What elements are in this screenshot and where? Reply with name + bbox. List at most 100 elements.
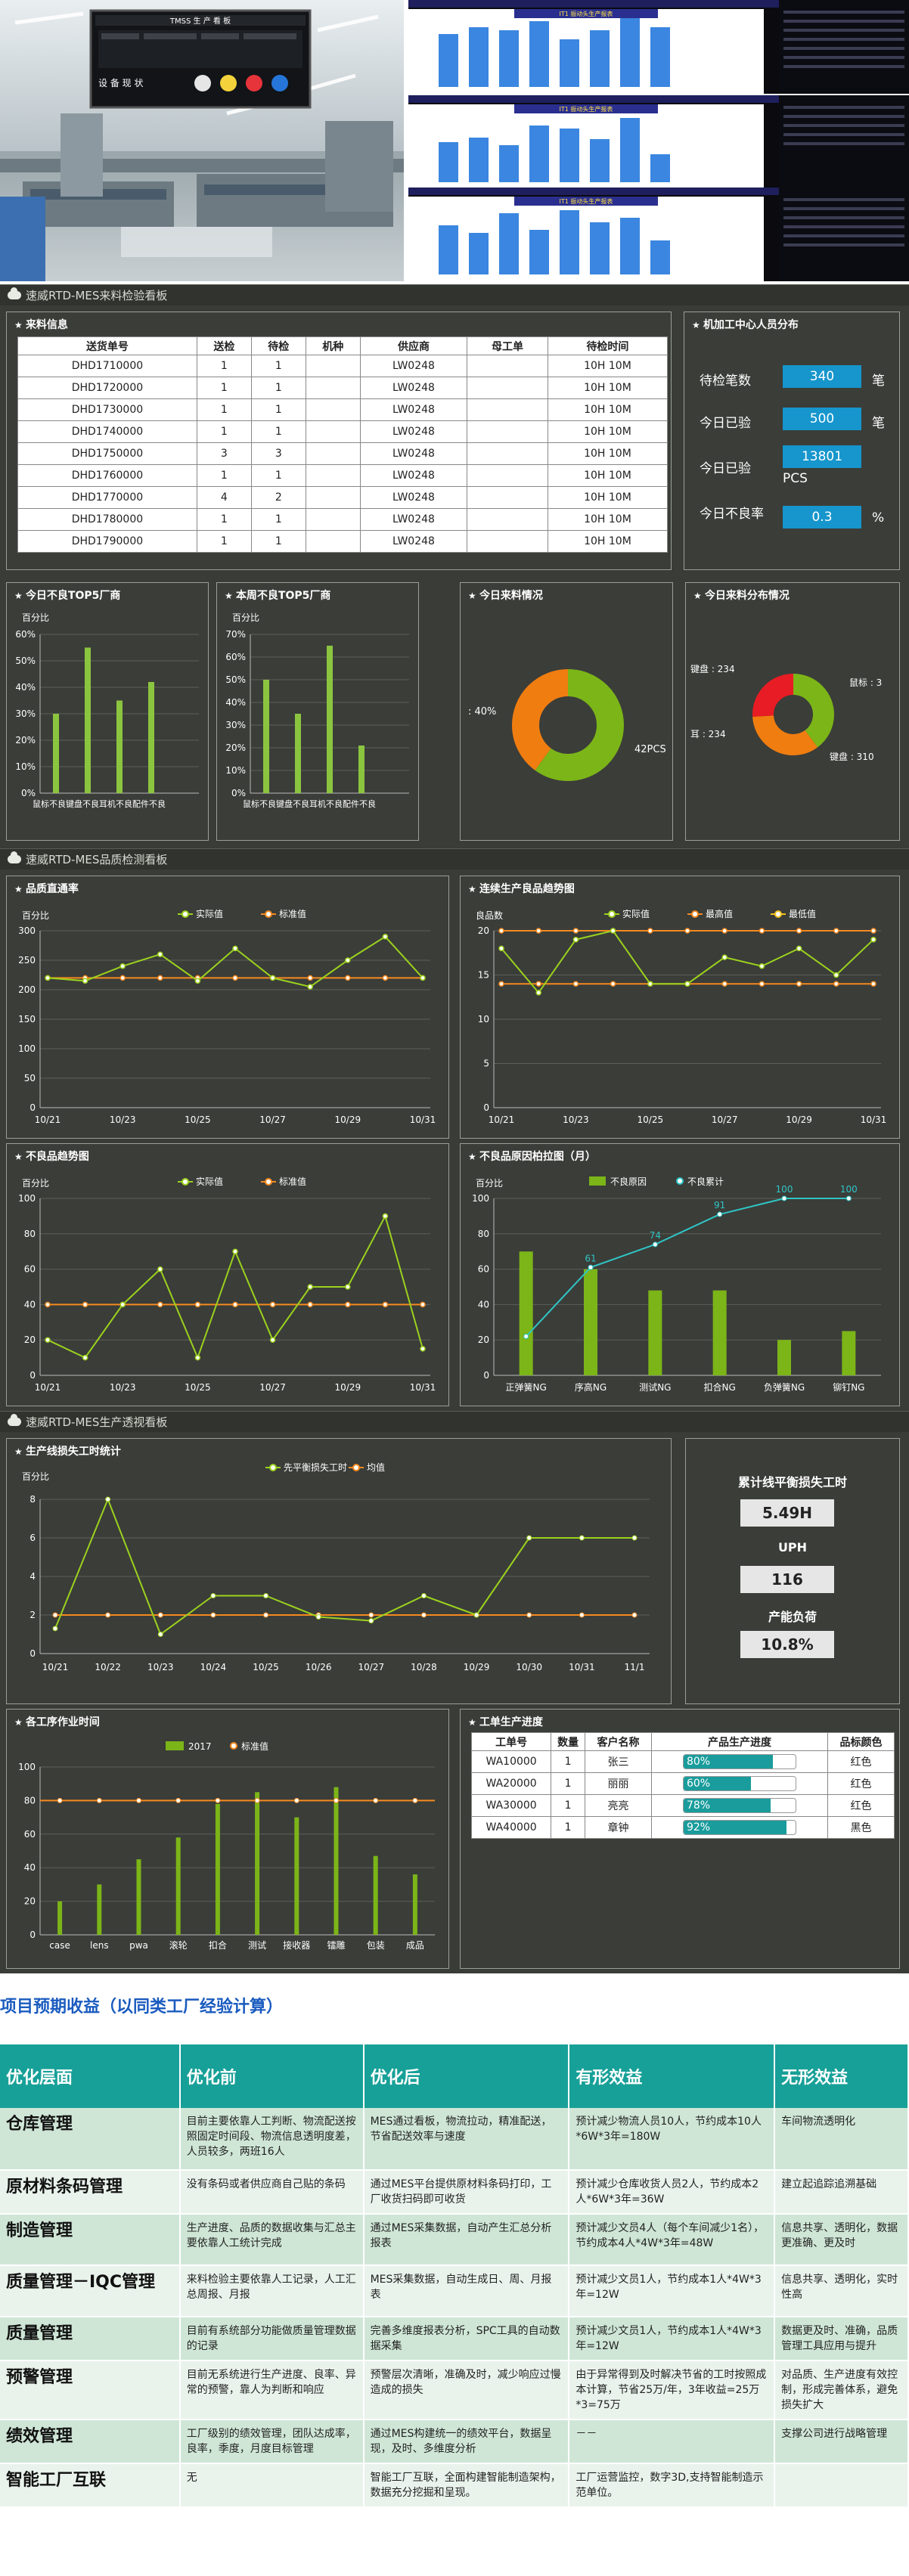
loss-panel: 生产线损失工时统计 百分比 8 6 4 2 0 10/21 10/22 10/23 10/24 10…: [6, 1438, 672, 1704]
yield-chart: 百分比 300 250 200 150 100 50 010/21 10/23 10/25 10/2…: [18, 908, 436, 1125]
table-row[interactable]: DHD1780000 1 1 LW0248 10H 10M: [17, 508, 669, 531]
x-tick-label: 10/25: [185, 1114, 211, 1125]
benefit-cell: 预警层次清晰，准确及时，减少响应过慢造成的损失: [363, 2361, 570, 2420]
x-tick-label: 铆钉NG: [833, 1381, 864, 1393]
loss-title: 生产线损失工时统计: [14, 1443, 121, 1458]
table-row[interactable]: WA20000 1 丽丽 60% 红色: [470, 1772, 895, 1795]
x-axis-label: 鼠标不良键盘不良耳机不良配件不良: [243, 798, 376, 809]
mean-point: [526, 1612, 532, 1618]
dist-slice-red: [752, 674, 834, 755]
table-cell: LW0248: [359, 355, 468, 377]
table-row[interactable]: DHD1770000 4 2 LW0248 10H 10M: [17, 486, 669, 509]
reference-point: [610, 981, 616, 987]
table-row[interactable]: DHD1760000 1 1 LW0248 10H 10M: [17, 464, 669, 487]
work-order-col-header: 工单号: [470, 1732, 552, 1751]
top5-today-panel: 今日不良TOP5厂商 百分比 60% 50% 40% 30% 20% 10% 0%鼠标不良键盘…: [6, 582, 209, 841]
mean-point: [105, 1612, 111, 1618]
y-tick-label: 2: [29, 1610, 36, 1620]
reference-point: [796, 928, 802, 934]
incoming-dist-title: 今日来料分布情况: [693, 587, 790, 603]
x-axis-label: 鼠标不良键盘不良耳机不良配件不良: [33, 798, 166, 809]
table-row[interactable]: WA30000 1 亮亮 78% 红色: [470, 1794, 895, 1817]
loss-point: [315, 1614, 321, 1620]
table-cell: 1: [551, 1750, 585, 1773]
x-tick-label: 镭雕: [327, 1939, 345, 1951]
reference-point: [684, 928, 690, 934]
progress-label: 80%: [686, 1756, 711, 1768]
table-row[interactable]: DHD1790000 1 1 LW0248 10H 10M: [17, 530, 669, 553]
work-order-col-header: 品标颜色: [827, 1732, 895, 1751]
benefit-layer: 预警管理: [0, 2361, 181, 2420]
section-production-title: 速威RTD-MES生产透视看板: [26, 1415, 168, 1429]
table-cell: LW0248: [359, 464, 468, 487]
benefit-cell: 建立起追踪追溯基础: [774, 2170, 909, 2215]
actual-point: [119, 1301, 126, 1308]
reference-point: [647, 928, 653, 934]
benefit-cell: 预计减少文员1人，节约成本1人*4W*3年=12W: [569, 2265, 776, 2317]
reference-point: [833, 928, 839, 934]
table-cell: 4: [196, 486, 252, 509]
benefit-cell: 工厂运营监控，数字3D,支持智能制造示范单位。: [569, 2463, 776, 2508]
benefits-row: 预警管理 目前无系统进行生产进度、良率、异常的预警，靠人为判断和响应 预警层次清晰，…: [0, 2361, 909, 2420]
balance-value: 5.49H: [740, 1499, 834, 1527]
loss-point: [210, 1593, 216, 1598]
cumulative-point: [717, 1211, 723, 1217]
table-row[interactable]: DHD1740000 1 1 LW0248 10H 10M: [17, 420, 669, 443]
table-cell: 10H 10M: [547, 464, 669, 487]
work-order-table: 工单号 数量 客户名称 产品生产进度 品标颜色 WA10000 1 张三 80% 红色 WA200…: [470, 1732, 895, 1839]
table-row[interactable]: DHD1750000 3 3 LW0248 10H 10M: [17, 442, 669, 465]
benefit-layer: 原材料条码管理: [0, 2170, 181, 2215]
cloud-icon: [8, 851, 21, 863]
table-cell: LW0248: [359, 398, 468, 421]
mean-point: [579, 1612, 585, 1618]
dist-label-2: 鼠标 : 3: [849, 677, 882, 688]
table-cell: [305, 464, 361, 487]
table-cell: [305, 486, 361, 509]
benefit-cell: 生产进度、品质的数据收集与汇总主要依靠人工统计完成: [179, 2214, 365, 2266]
table-cell: WA40000: [470, 1816, 552, 1839]
process-bar: [412, 1874, 417, 1935]
legend-marker: [181, 1178, 189, 1186]
progress-cell: 60%: [650, 1772, 829, 1795]
benefit-layer: 智能工厂互联: [0, 2463, 181, 2508]
process-bar: [136, 1859, 141, 1935]
progress-bar: 60%: [682, 1776, 796, 1791]
bar: [263, 680, 269, 793]
table-row[interactable]: DHD1730000 1 1 LW0248 10H 10M: [17, 398, 669, 421]
top-showcase: TMSS 生 产 看 板 设 备 现 状 IT1 振动头生产报表: [0, 0, 909, 281]
top5-today-title: 今日不良TOP5厂商: [14, 587, 120, 603]
x-tick-label: 正弹簧NG: [506, 1381, 547, 1393]
reference-point: [870, 981, 876, 987]
progress-fill: [683, 1799, 771, 1812]
dist-label-3: 耳 : 234: [690, 729, 726, 739]
loss-chart: 百分比 8 6 4 2 0 10/21 10/22 10/23 10/24 10/25 10/26 10…: [22, 1462, 650, 1672]
reference-point: [232, 975, 238, 981]
loss-point: [631, 1535, 638, 1541]
table-row[interactable]: WA10000 1 张三 80% 红色: [470, 1750, 895, 1773]
yield-title: 品质直通率: [14, 881, 79, 896]
reference-point: [307, 1301, 313, 1308]
incoming-col-header: 供应商: [359, 336, 468, 355]
legend-label: 实际值: [196, 908, 223, 919]
table-row[interactable]: DHD1710000 1 1 LW0248 10H 10M: [17, 355, 669, 377]
pareto-bar: [777, 1340, 791, 1375]
actual-point: [759, 963, 765, 969]
bar: [116, 700, 123, 793]
top5-week-chart: 百分比 70% 60% 50% 40% 30% 20% 10% 0%鼠标不良键盘不良耳机不良配件…: [225, 612, 409, 809]
process-bar: [255, 1792, 260, 1935]
pending-label: 待检笔数: [700, 374, 751, 389]
table-row[interactable]: WA40000 1 章钟 92% 黑色: [470, 1816, 895, 1839]
x-tick-label: 10/21: [35, 1382, 61, 1393]
x-tick-label: 10/22: [95, 1662, 121, 1672]
table-cell: LW0248: [359, 530, 468, 553]
table-row[interactable]: DHD1720000 1 1 LW0248 10H 10M: [17, 377, 669, 399]
table-cell: [305, 398, 361, 421]
x-tick-label: 10/27: [712, 1114, 738, 1125]
legend-marker: [774, 910, 782, 918]
y-tick-label: 300: [18, 925, 36, 936]
cumulative-point: [588, 1264, 594, 1270]
actual-point: [157, 951, 163, 957]
legend-swatch: [589, 1176, 606, 1186]
reference-point: [796, 981, 802, 987]
table-cell: [467, 464, 548, 487]
